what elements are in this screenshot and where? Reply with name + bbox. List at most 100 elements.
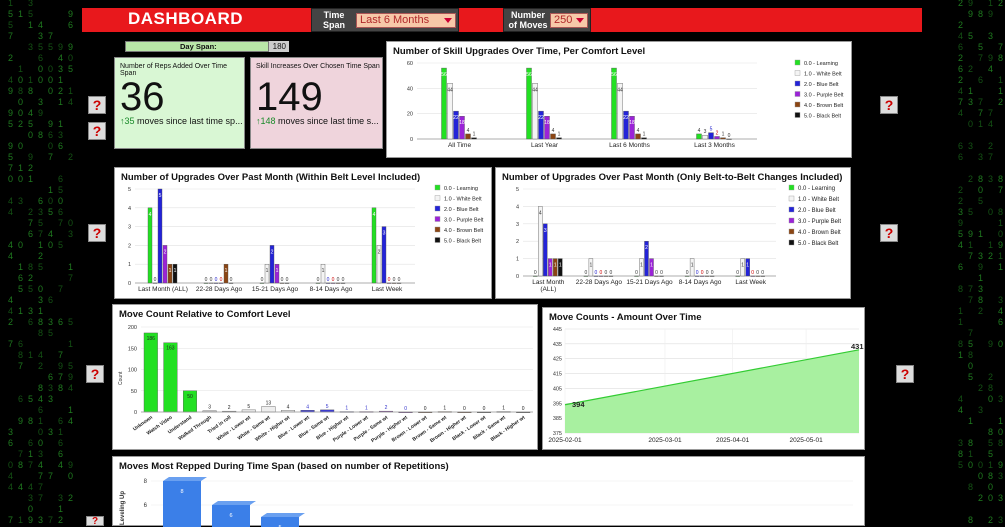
- legend-swatch: [434, 237, 441, 243]
- data-label: 2: [271, 249, 274, 255]
- matrix-glyph: 2: [998, 97, 1003, 107]
- matrix-glyph: 0: [48, 141, 53, 151]
- matrix-glyph: 3: [978, 405, 983, 415]
- matrix-glyph: 7: [978, 53, 983, 63]
- matrix-glyph: 1: [58, 75, 63, 85]
- bar: [381, 226, 387, 284]
- matrix-glyph: 3: [998, 394, 1003, 404]
- matrix-glyph: 8: [958, 449, 963, 459]
- help-button[interactable]: ?: [88, 224, 106, 242]
- matrix-glyph: 4: [958, 394, 963, 404]
- matrix-glyph: 0: [58, 196, 63, 206]
- matrix-glyph: 0: [988, 482, 993, 492]
- help-button[interactable]: ?: [880, 96, 898, 114]
- matrix-glyph: 3: [38, 97, 43, 107]
- y-tick-label: 425: [553, 357, 562, 363]
- matrix-glyph: 2: [8, 53, 13, 63]
- matrix-glyph: 5: [968, 372, 973, 382]
- bar: [644, 240, 649, 277]
- legend-label: 3.0 - Purple Belt: [798, 219, 841, 225]
- bar: [279, 282, 285, 284]
- matrix-glyph: 9: [58, 42, 63, 52]
- data-label: 1: [169, 268, 172, 274]
- data-label: 18: [544, 120, 550, 126]
- bar: [335, 282, 341, 284]
- matrix-glyph: 5: [68, 361, 73, 371]
- help-button[interactable]: ?: [88, 96, 106, 114]
- matrix-glyph: 6: [58, 449, 63, 459]
- matrix-glyph: 6: [18, 339, 23, 349]
- bar: [714, 136, 720, 140]
- data-label: 1: [225, 268, 228, 274]
- matrix-glyph: 5: [8, 152, 13, 162]
- help-button[interactable]: ?: [88, 122, 106, 140]
- bar: [709, 275, 715, 277]
- chart-title: Moves Most Repped During Time Span (base…: [119, 461, 449, 472]
- help-button[interactable]: ?: [880, 224, 898, 242]
- y-tick-label: 395: [553, 401, 562, 407]
- matrix-glyph: 1: [18, 306, 23, 316]
- matrix-glyph: 4: [958, 108, 963, 118]
- matrix-glyph: 0: [38, 438, 43, 448]
- data-label: 0: [756, 270, 759, 276]
- data-label: 0: [706, 270, 709, 276]
- matrix-glyph: 3: [38, 449, 43, 459]
- data-label: 0: [317, 277, 320, 283]
- legend-label: 3.0 - Purple Belt: [444, 218, 484, 224]
- matrix-glyph: 1: [58, 119, 63, 129]
- matrix-glyph: 2: [978, 306, 983, 316]
- matrix-glyph: 8: [38, 328, 43, 338]
- data-label: 1: [741, 263, 744, 269]
- matrix-glyph: 2: [58, 515, 63, 525]
- matrix-glyph: 1: [8, 0, 13, 8]
- matrix-glyph: 3: [28, 493, 33, 503]
- y-tick-label: 3: [516, 222, 519, 228]
- bar: [391, 282, 397, 284]
- matrix-glyph: 4: [18, 482, 23, 492]
- matrix-glyph: 3: [8, 427, 13, 437]
- bar: [623, 110, 629, 140]
- data-label: 0: [585, 270, 588, 276]
- data-label: 56: [441, 72, 447, 78]
- matrix-glyph: 6: [958, 42, 963, 52]
- legend-label: 0.0 - Learning: [798, 186, 835, 192]
- bar: [325, 282, 331, 284]
- matrix-glyph: 2: [958, 0, 963, 8]
- start-value-label: 394: [572, 400, 585, 409]
- bar: [611, 67, 617, 140]
- help-button[interactable]: ?: [86, 516, 104, 527]
- legend-swatch: [434, 226, 441, 233]
- matrix-glyph: 0: [18, 75, 23, 85]
- data-label: 163: [166, 346, 175, 352]
- data-label: 1: [174, 268, 177, 274]
- data-label: 22: [538, 115, 544, 121]
- matrix-glyph: 0: [968, 460, 973, 470]
- bar: [583, 275, 589, 277]
- matrix-glyph: 7: [978, 108, 983, 118]
- y-tick-label: 0: [128, 281, 131, 287]
- data-label: 0: [701, 270, 704, 276]
- help-button[interactable]: ?: [86, 365, 104, 383]
- bar: [533, 275, 538, 277]
- y-tick-label: 0: [410, 137, 413, 143]
- matrix-glyph: 8: [998, 207, 1003, 217]
- moves-select[interactable]: 250: [550, 13, 588, 28]
- matrix-glyph: 3: [28, 306, 33, 316]
- matrix-glyph: 8: [58, 383, 63, 393]
- data-label: 4: [287, 404, 290, 410]
- bar: [371, 207, 377, 284]
- matrix-glyph: 8: [958, 339, 963, 349]
- matrix-glyph: 3: [58, 130, 63, 140]
- bar: [760, 275, 765, 277]
- data-label: 0: [686, 270, 689, 276]
- time-span-select[interactable]: Last 6 Months: [356, 13, 456, 28]
- data-label: 44: [532, 87, 538, 93]
- data-label: 6: [229, 513, 232, 519]
- matrix-glyph: 7: [58, 284, 63, 294]
- x-tick-label: 15-21 Days Ago: [626, 279, 673, 286]
- bar: [208, 282, 214, 284]
- matrix-glyph: 0: [968, 119, 973, 129]
- bar: [699, 275, 705, 277]
- matrix-glyph: 8: [968, 438, 973, 448]
- help-button[interactable]: ?: [896, 365, 914, 383]
